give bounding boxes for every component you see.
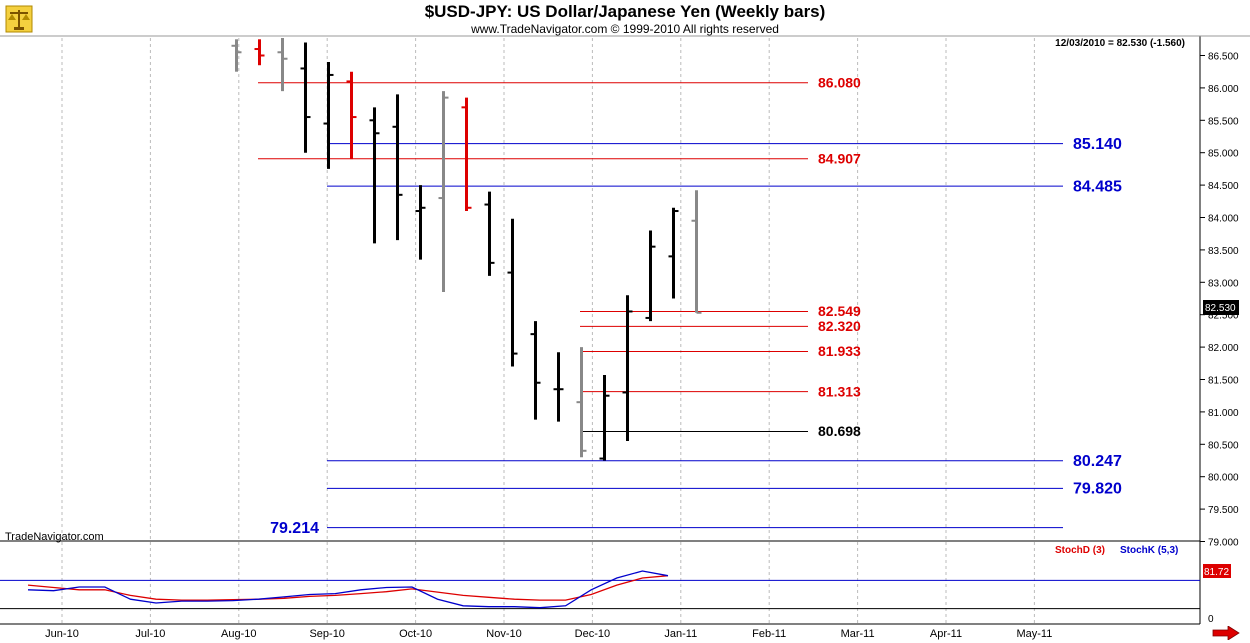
ohlc-bar [461,97,472,212]
ohlc-bar [668,207,679,299]
ohlc-bar [346,71,357,160]
stoch-line-stochd [27,575,669,601]
chart-title: $USD-JPY: US Dollar/Japanese Yen (Weekly… [424,2,826,21]
ohlc-bar [369,107,380,244]
price-tick-label: 79.500 [1208,505,1239,516]
date-tick-label: Jun-10 [45,628,79,640]
price-axis: 86.500 86.000 85.500 85.000 84.500 84.000 83.5… [1200,52,1239,549]
scales-logo-icon[interactable] [4,4,34,34]
ohlc-bar [277,38,288,92]
price-bars [231,38,702,461]
level-label: 82.320 [818,318,861,334]
ohlc-bar [231,39,242,72]
ohlc-bar [254,39,265,66]
price-tick-label: 82.000 [1208,343,1239,354]
ohlc-bar [645,230,656,322]
date-tick-label: Mar-11 [841,628,875,640]
date-tick-label: Dec-10 [575,628,610,640]
level-label: 84.907 [818,150,861,166]
date-tick-label: Aug-10 [221,628,256,640]
stoch-current-value: 81.72 [1204,567,1229,578]
ohlc-bar [576,347,587,458]
ohlc-bar [553,352,564,422]
price-tick-label: 85.500 [1208,116,1239,127]
chart-subtitle: www.TradeNavigator.com © 1999-2010 All r… [471,22,779,36]
ohlc-bar [323,61,334,169]
legend-stoch-d: StochD (3) [1055,545,1105,556]
price-tick-label: 83.500 [1208,246,1239,257]
price-tick-label: 80.500 [1208,440,1239,451]
stoch-line-stochk [27,570,669,609]
price-tick-label: 85.000 [1208,149,1239,160]
date-tick-label: Jul-10 [135,628,165,640]
last-quote: 12/03/2010 = 82.530 (-1.560) [1055,38,1185,49]
price-tick-label: 79.000 [1208,538,1239,549]
price-tick-label: 80.000 [1208,473,1239,484]
price-tick-label: 82.500 [1208,311,1239,322]
level-label: 81.933 [818,343,861,359]
price-tick-label: 84.500 [1208,181,1239,192]
date-tick-label: May-11 [1016,628,1052,640]
price-tick-label: 83.000 [1208,278,1239,289]
ohlc-bar [438,91,449,293]
level-label: 79.820 [1073,481,1122,498]
price-tick-label: 84.000 [1208,214,1239,225]
stochastic-panel: 0 [0,570,1214,625]
date-tick-label: Oct-10 [399,628,432,640]
price-tag: 82.530 [1205,303,1236,314]
level-label: 85.140 [1073,136,1122,153]
date-tick-label: Feb-11 [752,628,786,640]
level-label: 79.214 [270,520,319,537]
price-tick-label: 86.500 [1208,52,1239,63]
ohlc-bar [507,218,518,367]
ohlc-bar [300,42,311,153]
level-label: 84.485 [1073,178,1122,195]
grid [61,38,1035,624]
ohlc-bar [484,191,495,276]
right-arrow-icon[interactable] [1212,626,1240,640]
date-tick-label: Jan-11 [664,628,697,640]
price-tick-label: 81.500 [1208,376,1239,387]
level-label: 86.080 [818,74,861,90]
legend-stoch-k: StochK (5,3) [1120,545,1178,556]
price-tick-label: 86.000 [1208,84,1239,95]
price-tag-box [1203,300,1239,315]
level-label: 80.698 [818,423,861,439]
ohlc-bar [599,374,610,461]
date-tick-label: Apr-11 [930,628,962,640]
level-label: 81.313 [818,383,861,399]
ohlc-bar [392,94,403,241]
ohlc-bar [530,321,541,420]
date-tick-label: Sep-10 [309,628,344,640]
ohlc-bar [415,185,426,260]
stoch-tag-box [1203,564,1231,578]
ohlc-bar [691,190,702,314]
watermark: TradeNavigator.com [5,531,104,543]
level-label: 82.549 [818,303,861,319]
price-tick-label: 81.000 [1208,408,1239,419]
date-tick-label: Nov-10 [486,628,521,640]
date-axis: Jun-10 Jul-10 Aug-10 Sep-10 Oct-10 Nov-10 Dec-… [45,628,1052,640]
level-label: 80.247 [1073,453,1122,470]
ohlc-bar [622,295,633,442]
stoch-tick-label: 0 [1208,614,1214,625]
